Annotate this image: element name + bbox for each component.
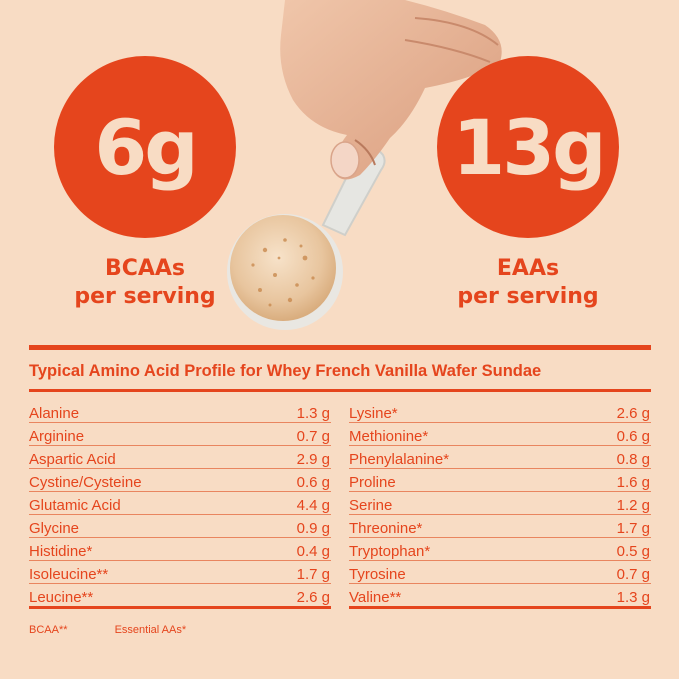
table-row: Alanine 1.3 g [29, 400, 331, 423]
bcaa-circle: 6g [54, 56, 236, 238]
amino-name: Alanine [29, 405, 80, 422]
table-title: Typical Amino Acid Profile for Whey Fren… [29, 350, 651, 392]
amino-name: Glutamic Acid [29, 497, 121, 514]
legend-bcaa: BCAA** [29, 624, 68, 636]
amino-name: Aspartic Acid [29, 451, 116, 468]
amino-name: Arginine [29, 428, 85, 445]
amino-name: Methionine* [349, 428, 429, 445]
eaa-caption-line1: EAAs [496, 256, 560, 281]
amino-name: Tryptophan* [349, 543, 431, 560]
table-row: Proline 1.6 g [349, 469, 651, 492]
amino-name: Glycine [29, 520, 80, 537]
table-row: Cystine/Cysteine 0.6 g [29, 469, 331, 492]
table-row: Glutamic Acid 4.4 g [29, 492, 331, 515]
amino-value: 0.6 g [296, 474, 330, 491]
left-column: Alanine 1.3 g Arginine 0.7 g Aspartic Acid… [29, 400, 331, 609]
table-row: Histidine* 0.4 g [29, 538, 331, 561]
table-row: Serine 1.2 g [349, 492, 651, 515]
eaa-circle: 13g [437, 56, 619, 238]
amino-name: Isoleucine** [29, 566, 109, 583]
table-row: Tyrosine 0.7 g [349, 561, 651, 584]
table-row: Phenylalanine* 0.8 g [349, 446, 651, 469]
amino-name: Valine** [349, 589, 402, 606]
amino-name: Serine [349, 497, 393, 514]
amino-name: Threonine* [349, 520, 423, 537]
table-row: Aspartic Acid 2.9 g [29, 446, 331, 469]
legend-essential: Essential AAs* [114, 624, 187, 636]
table-row: Lysine* 2.6 g [349, 400, 651, 423]
amino-value: 1.6 g [616, 474, 650, 491]
amino-name: Lysine* [349, 405, 398, 422]
bcaa-caption-line1: BCAAs [104, 256, 186, 281]
amino-value: 0.8 g [616, 451, 650, 468]
bcaa-caption-line2: per serving [74, 284, 216, 309]
table-row: Glycine 0.9 g [29, 515, 331, 538]
amino-value: 1.7 g [296, 566, 330, 583]
amino-value: 0.7 g [296, 428, 330, 445]
amino-name: Leucine** [29, 589, 94, 606]
amino-value: 0.5 g [616, 543, 650, 560]
bcaa-value: 6g [94, 102, 198, 192]
amino-value: 2.9 g [296, 451, 330, 468]
amino-value: 0.7 g [616, 566, 650, 583]
table-top-rule [29, 345, 651, 350]
amino-value: 1.7 g [616, 520, 650, 537]
amino-value: 1.3 g [616, 589, 650, 606]
amino-value: 4.4 g [296, 497, 330, 514]
table-row: Valine** 1.3 g [349, 584, 651, 609]
amino-name: Histidine* [29, 543, 93, 560]
legend: BCAA** Essential AAs* [29, 624, 230, 636]
amino-value: 2.6 g [296, 589, 330, 606]
amino-acid-profile-table: Typical Amino Acid Profile for Whey Fren… [29, 345, 651, 609]
amino-name: Tyrosine [349, 566, 406, 583]
bcaa-caption: BCAAs per serving [35, 255, 255, 311]
amino-value: 0.6 g [616, 428, 650, 445]
amino-value: 1.3 g [296, 405, 330, 422]
table-row: Arginine 0.7 g [29, 423, 331, 446]
amino-value: 2.6 g [616, 405, 650, 422]
table-row: Tryptophan* 0.5 g [349, 538, 651, 561]
eaa-caption: EAAs per serving [418, 255, 638, 311]
table-row: Threonine* 1.7 g [349, 515, 651, 538]
amino-value: 1.2 g [616, 497, 650, 514]
hand-holding-scoop-image [227, 0, 502, 330]
eaa-value: 13g [452, 102, 606, 192]
table-row: Isoleucine** 1.7 g [29, 561, 331, 584]
amino-name: Phenylalanine* [349, 451, 450, 468]
right-column: Lysine* 2.6 g Methionine* 0.6 g Phenylalan… [349, 400, 651, 609]
eaa-caption-line2: per serving [457, 284, 599, 309]
amino-name: Proline [349, 474, 396, 491]
amino-value: 0.9 g [296, 520, 330, 537]
table-row: Methionine* 0.6 g [349, 423, 651, 446]
table-row: Leucine** 2.6 g [29, 584, 331, 609]
amino-value: 0.4 g [296, 543, 330, 560]
amino-name: Cystine/Cysteine [29, 474, 142, 491]
